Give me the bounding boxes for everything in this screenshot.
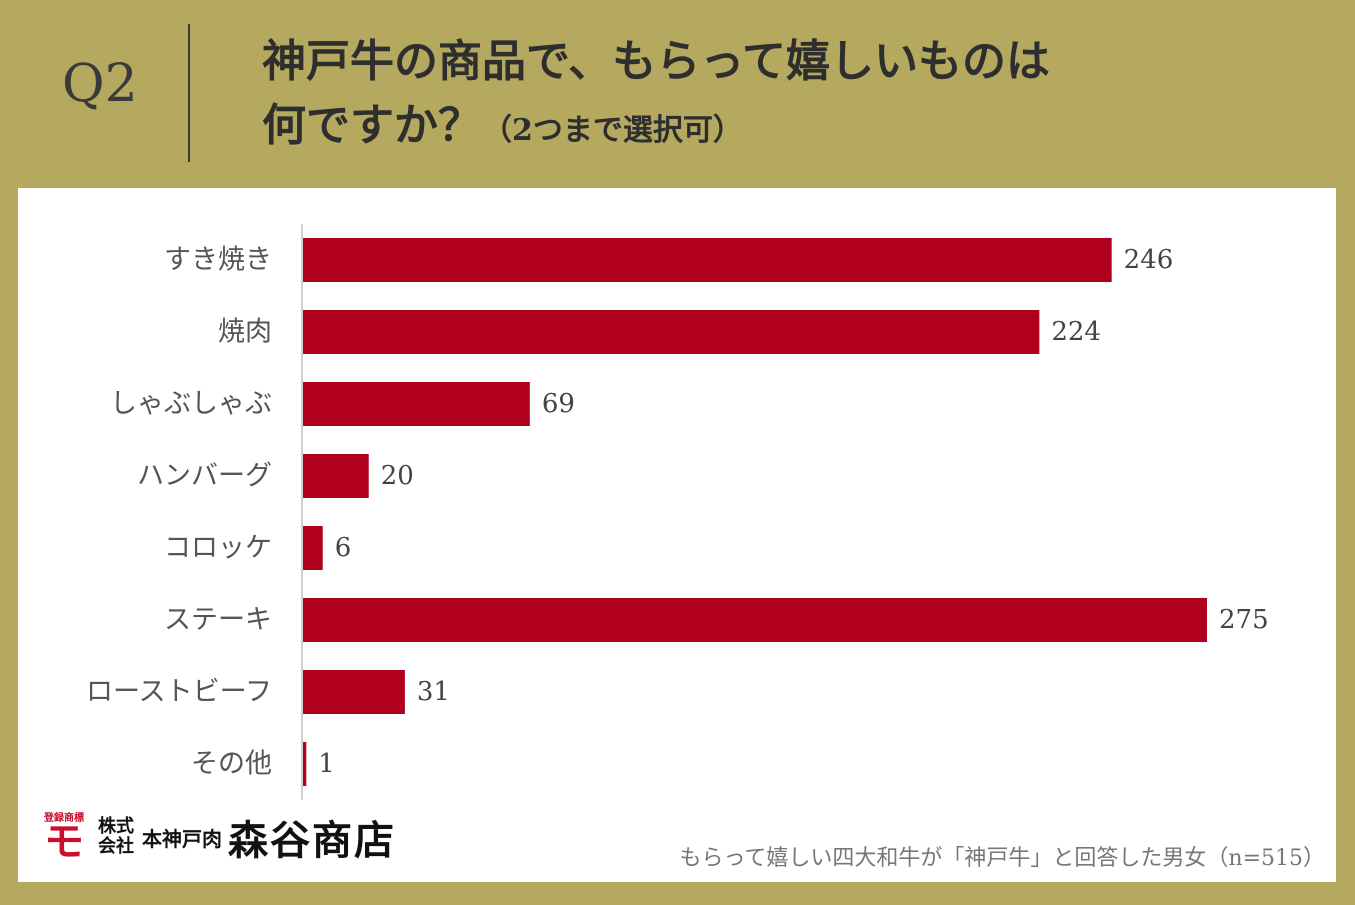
footnote: もらって嬉しい四大和牛が「神戸牛」と回答した男女（n=515）: [679, 846, 1326, 871]
company-logo: 登録商標 モ 株式 会社 本神戸肉 森谷商店: [38, 808, 396, 866]
value-label: 69: [542, 389, 575, 419]
value-label: 246: [1124, 245, 1174, 275]
value-label: 275: [1219, 605, 1269, 635]
title-line-2-main: 何ですか？: [262, 100, 482, 151]
category-label: コロッケ: [164, 533, 272, 564]
header-divider: [188, 24, 190, 162]
bar: [303, 238, 1112, 282]
value-label: 31: [417, 677, 450, 707]
bar: [303, 598, 1207, 642]
logo-company-type: 株式 会社: [98, 817, 134, 857]
logo-subtitle: 本神戸肉: [142, 826, 222, 851]
category-label: すき焼き: [164, 245, 272, 276]
bar-chart: すき焼き 246 焼肉 224 しゃぶしゃぶ 69 ハンバーグ 20 コロッケ 6 ステーキ 275 ロ…: [86, 224, 1269, 800]
value-label: 6: [335, 533, 352, 563]
title-line-2: 何ですか？（2つまで選択可）: [262, 94, 1050, 163]
category-label: その他: [191, 749, 272, 780]
bar: [303, 670, 405, 714]
bar: [303, 526, 323, 570]
bar: [303, 382, 530, 426]
value-label: 20: [381, 461, 414, 491]
logo-glyph: モ: [44, 819, 84, 865]
category-label: しゃぶしゃぶ: [110, 389, 272, 420]
bar: [303, 742, 307, 786]
value-label: 224: [1051, 317, 1101, 347]
category-label: ステーキ: [164, 605, 272, 636]
category-label: ローストビーフ: [86, 677, 272, 708]
logo-mark: 登録商標 モ: [38, 809, 90, 865]
category-label: 焼肉: [218, 317, 272, 348]
logo-name: 森谷商店: [228, 818, 396, 864]
bar: [303, 310, 1040, 354]
category-label: ハンバーグ: [137, 461, 272, 492]
value-label: 1: [318, 749, 335, 779]
logo-company-2: 会社: [98, 836, 134, 857]
page-title: 神戸牛の商品で、もらって嬉しいものは 何ですか？（2つまで選択可）: [262, 30, 1050, 163]
logo-company-1: 株式: [98, 816, 134, 837]
title-subnote: （2つまで選択可）: [482, 113, 743, 148]
question-number: Q2: [62, 54, 138, 114]
chart-panel: すき焼き 246 焼肉 224 しゃぶしゃぶ 69 ハンバーグ 20 コロッケ 6 ステーキ 275 ロ…: [18, 188, 1336, 882]
header: Q2 神戸牛の商品で、もらって嬉しいものは 何ですか？（2つまで選択可）: [0, 0, 1355, 188]
title-line-1: 神戸牛の商品で、もらって嬉しいものは: [262, 36, 1051, 87]
logo-registered-text: 登録商標: [44, 813, 84, 824]
bar: [303, 454, 369, 498]
